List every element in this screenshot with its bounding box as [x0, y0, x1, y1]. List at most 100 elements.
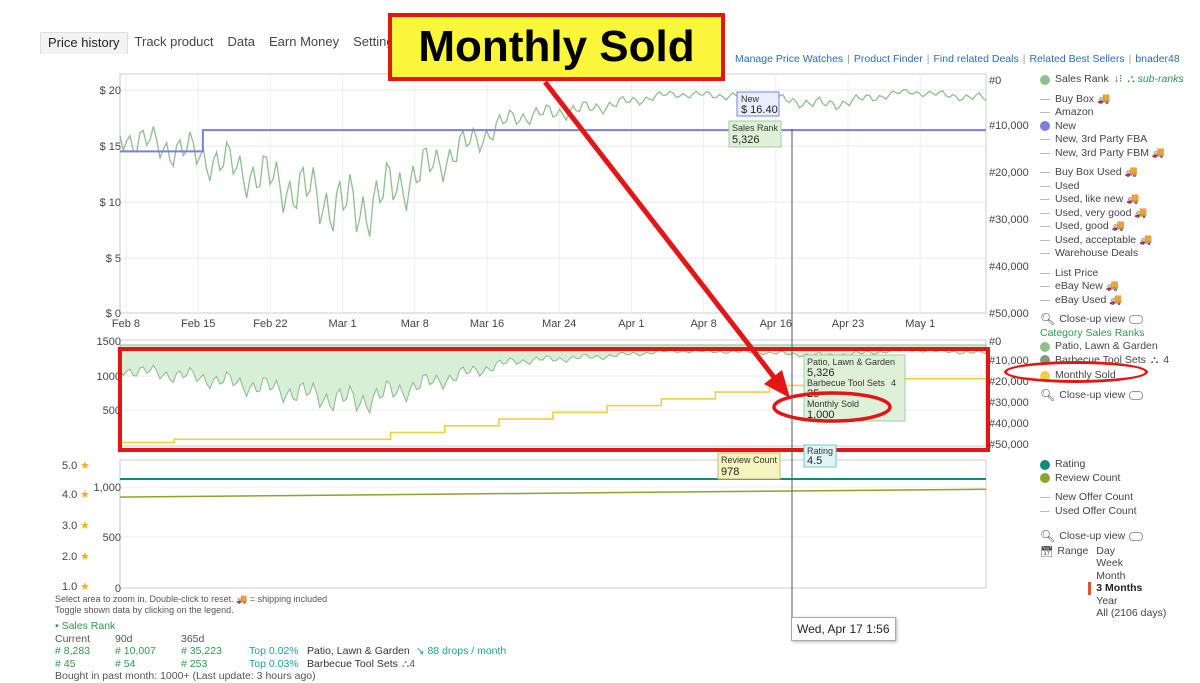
- tooltip-value: 4.5: [807, 455, 822, 467]
- y-tick: 5.0: [62, 460, 77, 472]
- sort-icon: ↓⁝: [1113, 73, 1123, 85]
- help-toggle-text: Toggle shown data by clicking on the leg…: [55, 605, 234, 615]
- sales-rank-tooltip: Sales Rank 5,326: [728, 120, 782, 148]
- legend-label: Used Offer Count: [1055, 504, 1137, 517]
- annotation-arrow: [543, 80, 790, 398]
- hierarchy-icon: ⛬: [401, 657, 410, 670]
- new-price-line: [120, 129, 986, 153]
- closeup-toggle-price[interactable]: 🔍︎ Close-up view: [1040, 312, 1198, 327]
- range-all[interactable]: All (2106 days): [1096, 607, 1167, 619]
- tooltip-label: Rating: [807, 446, 833, 456]
- legend-list-price[interactable]: List Price: [1040, 267, 1198, 281]
- search-icon: 🔍︎: [1040, 529, 1056, 543]
- range-day[interactable]: Day: [1096, 544, 1115, 557]
- tab-earn-money[interactable]: Earn Money: [269, 34, 340, 49]
- range-month[interactable]: Month: [1096, 569, 1126, 582]
- legend-new-fba[interactable]: New, 3rd Party FBA: [1040, 133, 1198, 147]
- rank-tick: #20,000: [989, 376, 1029, 388]
- legend-used-good[interactable]: Used, good 🚚: [1040, 220, 1198, 234]
- legend-warehouse[interactable]: Warehouse Deals: [1040, 247, 1198, 261]
- range-week[interactable]: Week: [1096, 557, 1123, 569]
- legend-new-offer-count[interactable]: New Offer Count: [1040, 491, 1198, 505]
- manage-price-watches-link[interactable]: Manage Price Watches: [735, 53, 844, 65]
- y-tick: 0: [115, 583, 121, 595]
- legend-dash-icon: [1040, 497, 1050, 499]
- legend-new-fbm[interactable]: New, 3rd Party FBM 🚚: [1040, 147, 1198, 161]
- legend-buy-box-used[interactable]: Buy Box Used 🚚: [1040, 166, 1198, 180]
- legend-used-very-good[interactable]: Used, very good 🚚: [1040, 207, 1198, 221]
- stats-90d: 10,007: [123, 645, 156, 657]
- range-year[interactable]: Year: [1096, 594, 1118, 607]
- legend-label: Buy Box 🚚: [1055, 92, 1111, 105]
- legend-new[interactable]: New: [1040, 120, 1198, 134]
- legend-rating[interactable]: Rating: [1040, 458, 1198, 472]
- legend-used-acceptable[interactable]: Used, acceptable 🚚: [1040, 234, 1198, 248]
- range-3-months[interactable]: 3 Months: [1088, 582, 1166, 595]
- tab-data[interactable]: Data: [227, 34, 255, 49]
- x-tick-label: Apr 16: [760, 318, 792, 330]
- stats-365d: 253: [189, 657, 208, 670]
- rank-tick: #0: [989, 336, 1001, 348]
- y-tick: 1500: [97, 336, 121, 348]
- y-tick: 500: [103, 405, 121, 417]
- legend-buy-box[interactable]: Buy Box 🚚: [1040, 93, 1198, 107]
- legend-ebay-used[interactable]: eBay Used 🚚: [1040, 294, 1198, 308]
- x-tick-label: Apr 23: [832, 318, 864, 330]
- legend-label: Used, very good 🚚: [1055, 206, 1148, 219]
- legend-used-offer-count[interactable]: Used Offer Count: [1040, 505, 1198, 519]
- legend-amazon[interactable]: Amazon: [1040, 106, 1198, 120]
- legend-patio[interactable]: Patio, Lawn & Garden: [1040, 340, 1198, 354]
- stats-count: 4: [409, 657, 416, 670]
- legend-sales-rank[interactable]: Sales Rank ↓⁝ ⛬ sub-ranks: [1040, 73, 1198, 87]
- x-tick-label: Mar 16: [470, 318, 504, 330]
- chart-help-text: Select area to zoom in. Double-click to …: [55, 594, 327, 616]
- legend-label: Amazon: [1055, 106, 1094, 118]
- legend-used[interactable]: Used: [1040, 180, 1198, 194]
- y-tick: $ 10: [100, 197, 121, 209]
- stats-category[interactable]: Barbecue Tool Sets: [307, 657, 398, 670]
- star-icon: ★: [80, 551, 90, 563]
- related-best-sellers-link[interactable]: Related Best Sellers: [1029, 53, 1125, 65]
- top-links: Manage Price Watches | Product Finder | Fi…: [735, 53, 1180, 65]
- product-finder-link[interactable]: Product Finder: [853, 53, 923, 65]
- crosshair-date-tooltip: Wed, Apr 17 1:56: [791, 617, 896, 641]
- stats-current: 45: [63, 657, 76, 670]
- sub-ranks-link[interactable]: ⛬ sub-ranks: [1127, 73, 1184, 85]
- y-tick: 500: [103, 532, 121, 544]
- tab-track-product[interactable]: Track product: [134, 34, 214, 49]
- legend-dash-icon: [1040, 172, 1050, 174]
- tooltip-value: 978: [721, 466, 739, 478]
- toggle-icon: [1129, 390, 1144, 400]
- y-tick: 1,000: [93, 482, 121, 494]
- chart-canvas[interactable]: $ 20 $ 15 $ 10 $ 5 $ 0 #0 #10,000 #20,00…: [0, 0, 1040, 683]
- patio-dot-icon: [1040, 341, 1050, 352]
- closeup-toggle-sales[interactable]: 🔍︎ Close-up view: [1040, 388, 1198, 403]
- tooltip-value: 5,326: [732, 134, 760, 146]
- stats-category[interactable]: Patio, Lawn & Garden: [307, 645, 410, 657]
- star-icon: ★: [80, 460, 90, 472]
- legend-dash-icon: [1040, 253, 1050, 255]
- tooltip-value: 1,000: [807, 409, 835, 421]
- rank-tick: #40,000: [989, 261, 1029, 273]
- legend-dash-icon: [1040, 239, 1050, 241]
- legend-label: Review Count: [1055, 471, 1121, 484]
- legend-panel: Sales Rank ↓⁝ ⛬ sub-ranks Buy Box 🚚 Amazon…: [1040, 73, 1198, 402]
- find-related-deals-link[interactable]: Find related Deals: [933, 53, 1019, 65]
- sales-rank-stats: • Sales Rank Current 90d 365d # 8,283 # …: [55, 620, 506, 683]
- highlight-box: [118, 347, 990, 452]
- bbq-dot-icon: [1040, 355, 1050, 366]
- review-y-axis: 1,000 500 0: [93, 482, 121, 595]
- x-tick-label: Mar 1: [329, 318, 357, 330]
- tooltip-label: Review Count: [721, 455, 778, 465]
- help-shipping-text: 🚚 = shipping included: [236, 594, 328, 604]
- legend-review-count[interactable]: Review Count: [1040, 472, 1198, 486]
- legend-used-like-new[interactable]: Used, like new 🚚: [1040, 193, 1198, 207]
- tab-price-history[interactable]: Price history: [40, 32, 128, 54]
- legend-ebay-new[interactable]: eBay New 🚚: [1040, 280, 1198, 294]
- star-icon: ★: [80, 489, 90, 501]
- legend-label: Close-up view: [1059, 530, 1126, 542]
- closeup-toggle-rating[interactable]: 🔍︎ Close-up view: [1040, 529, 1198, 544]
- user-link[interactable]: bnader48: [1135, 53, 1180, 65]
- rank-tick: #10,000: [989, 355, 1029, 367]
- drops-indicator: ↘ 88 drops / month: [415, 645, 507, 657]
